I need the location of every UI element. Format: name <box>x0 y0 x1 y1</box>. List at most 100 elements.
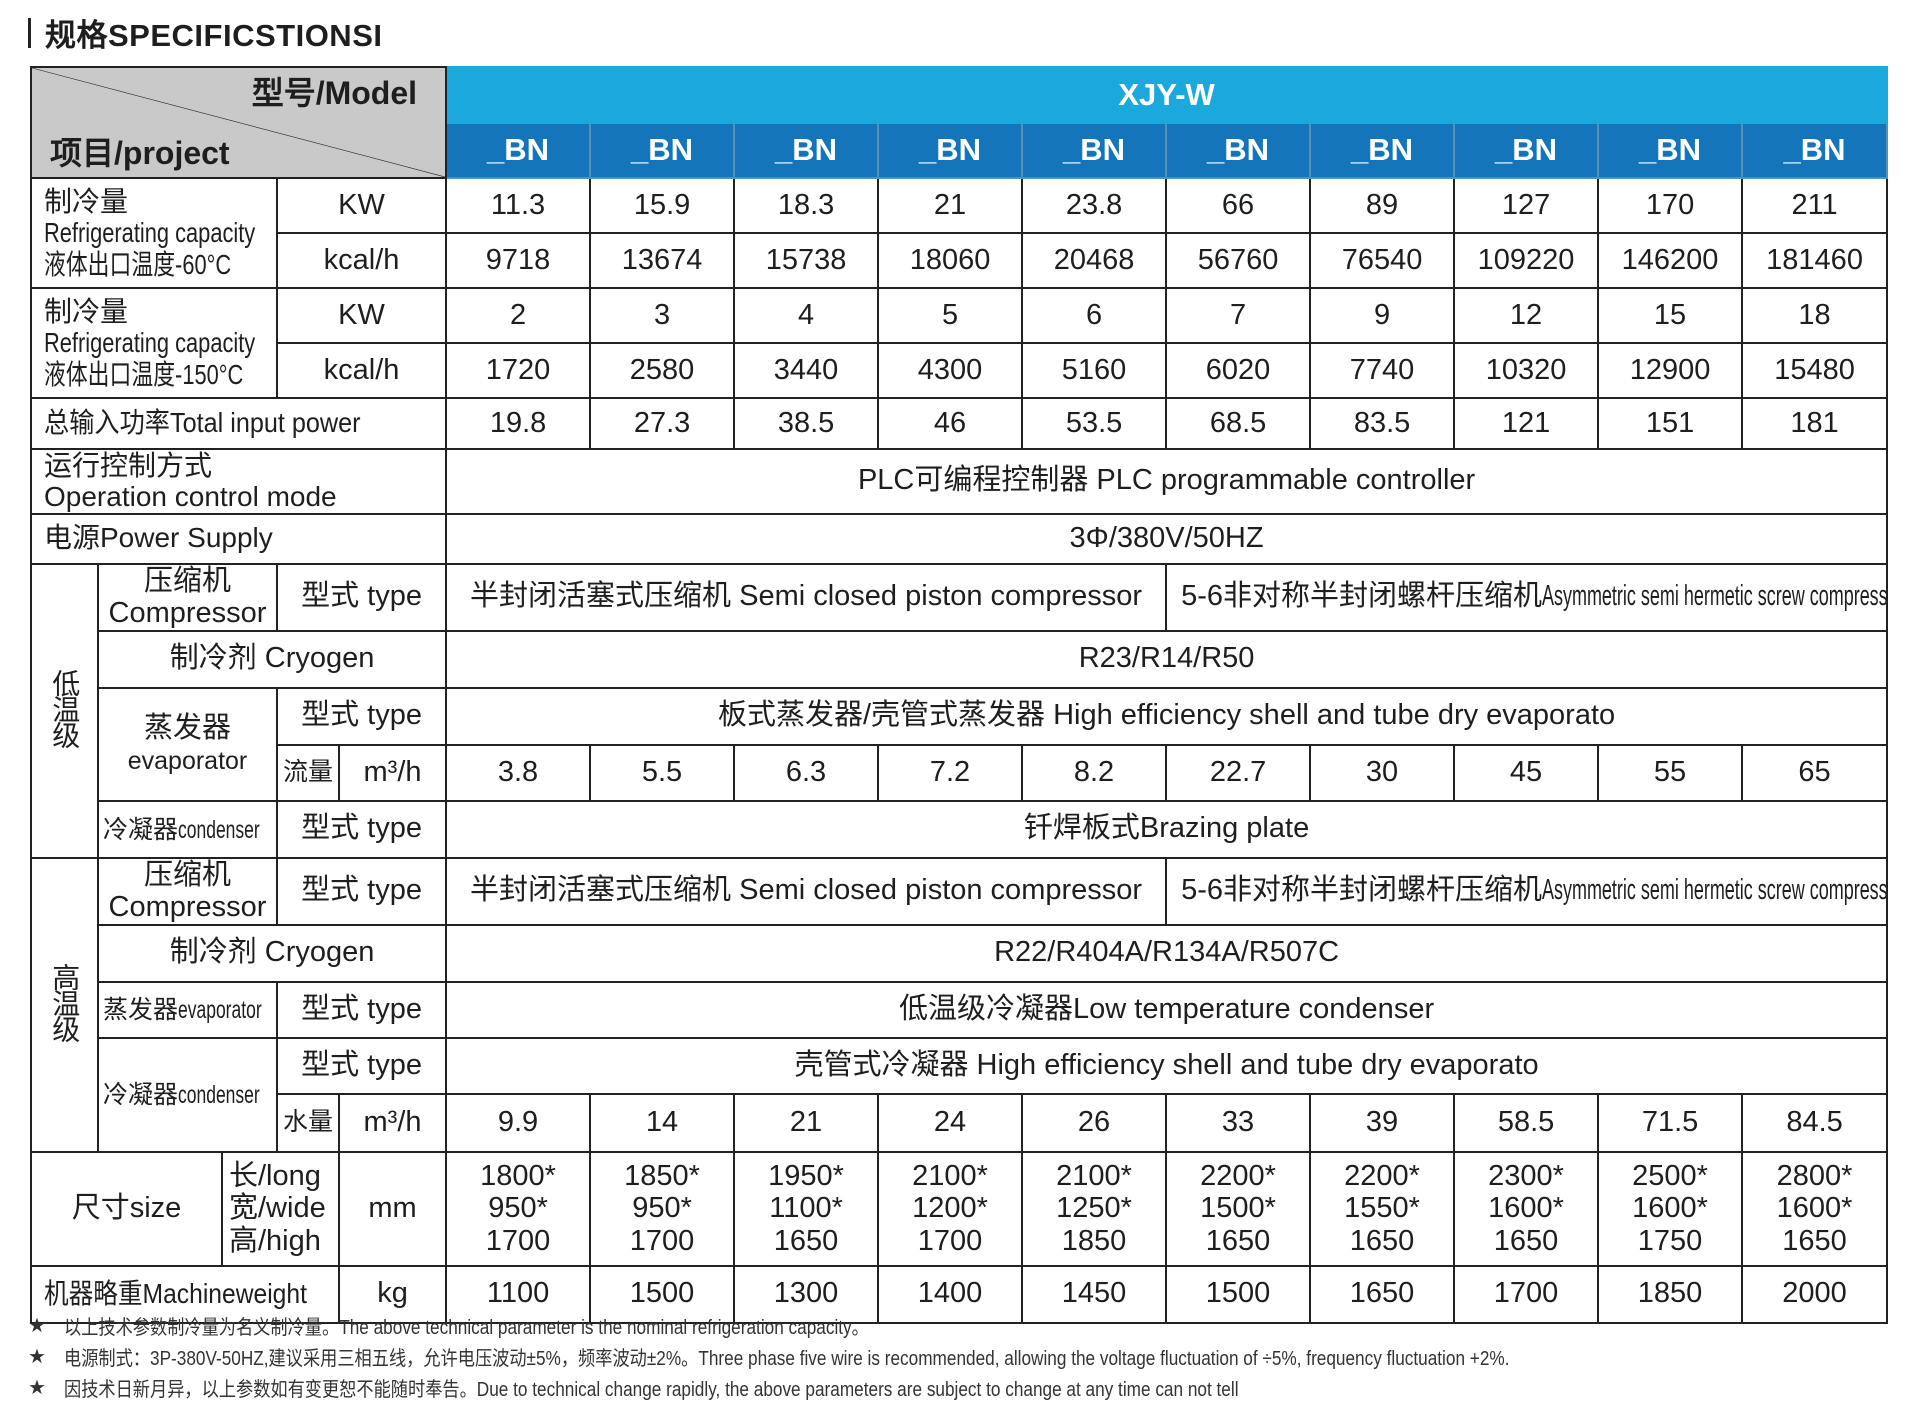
value-cell: 89 <box>1309 177 1456 234</box>
size-dimension: 2800* <box>1776 1159 1853 1192</box>
value-cell: 146200 <box>1597 232 1744 289</box>
low-compressor-label: 压缩机 Compressor <box>97 562 278 632</box>
type-label: 型式 type <box>275 686 448 746</box>
value-cell: 20468 <box>1021 232 1168 289</box>
high-label: 高/high <box>229 1224 321 1257</box>
value-cell: 9718 <box>445 232 592 289</box>
value-cell: 1300 <box>733 1264 880 1324</box>
value-cell: 1500 <box>589 1264 736 1324</box>
high-cond-row: 冷凝器condenser 型式 type 壳管式冷凝器 High efficie… <box>31 1036 1889 1153</box>
label-en: Asymmetric semi hermetic screw compresso… <box>1542 874 1888 907</box>
high-evap-row: 蒸发器evaporator 型式 type 低温级冷凝器Low temperat… <box>31 980 1889 1039</box>
value-cell: 84.5 <box>1741 1092 1889 1153</box>
value-cell: 6020 <box>1165 342 1312 399</box>
weight-unit: kg <box>337 1264 448 1324</box>
footnote-text: 因技术日新月异，以上参数如有变更恕不能随时奉告。Due to technical… <box>63 1379 1239 1401</box>
label-cn: 冷凝器 <box>103 815 179 844</box>
size-row: 尺寸size 长/long 宽/wide 高/high mm 1800* 950* 17… <box>30 1150 1889 1267</box>
value-cell: 4300 <box>877 342 1024 399</box>
value-cell: 5160 <box>1021 342 1168 399</box>
label-cn: 运行控制方式 <box>44 450 213 481</box>
size-dimension: 1650 <box>1349 1224 1415 1257</box>
value-cell: 1720 <box>445 342 592 399</box>
value-cell: 26 <box>1021 1092 1168 1153</box>
size-dimension: 1100* <box>769 1192 843 1225</box>
size-dimension: 2100* <box>912 1159 988 1192</box>
value-cell: 15.9 <box>589 177 736 234</box>
value-cell: 8.2 <box>1021 743 1168 802</box>
diagonal-line <box>32 68 445 177</box>
control-value: PLC可编程控制器 PLC programmable controller <box>445 448 1889 515</box>
cap60-label: 制冷量 Refrigerating capacity 液体出口温度-60°C <box>30 177 278 289</box>
value-cell: 127 <box>1453 177 1600 234</box>
value-cell: 12900 <box>1597 342 1744 399</box>
value-cell: 58.5 <box>1453 1092 1600 1153</box>
high-cryogen-value: R22/R404A/R134A/R507C <box>445 923 1889 983</box>
label-cn: 冷凝器 <box>103 1081 179 1110</box>
high-cond-type-value: 壳管式冷凝器 High efficiency shell and tube dr… <box>445 1036 1889 1095</box>
value-cell: 7.2 <box>877 743 1024 802</box>
value-cell: 24 <box>877 1092 1024 1153</box>
footnote-text: 电源制式：3P-380V-50HZ,建议采用三相五线，允许电压波动±5%，频率波… <box>63 1348 1510 1370</box>
model-header-cell: _BN <box>1597 122 1744 179</box>
size-cell: 2300* 1600* 1650 <box>1453 1150 1600 1267</box>
corner-cell: 型号/Model 项目/project <box>29 66 448 179</box>
value-cell: 27.3 <box>589 397 736 450</box>
label-en: condenser <box>178 1081 260 1110</box>
supply-label: 电源Power Supply <box>29 512 448 565</box>
label-en: evaporator <box>127 747 248 776</box>
size-label: 尺寸size <box>30 1150 223 1267</box>
size-cell: 2200* 1550* 1650 <box>1309 1150 1456 1267</box>
type-label: 型式 type <box>275 1036 448 1095</box>
value-cell: 1500 <box>1165 1264 1312 1324</box>
value-cell: 55 <box>1597 743 1744 802</box>
value-cell: 3.8 <box>445 743 592 802</box>
value-cell: 2580 <box>589 342 736 399</box>
high-evap-label: 蒸发器evaporator <box>97 980 278 1039</box>
size-dimension: 2100* <box>1056 1159 1132 1192</box>
model-header-label: 型号/Model <box>251 75 418 111</box>
label-en: Refrigerating capacity <box>44 327 256 359</box>
label-cn: 制冷量 <box>44 295 129 327</box>
value-cell: 68.5 <box>1165 397 1312 450</box>
value-cell: 3 <box>589 287 736 344</box>
size-cell: 1850* 950* 1700 <box>589 1150 736 1267</box>
model-row: _BN _BN _BN _BN _BN _BN _BN _BN _BN _BN <box>31 122 1889 179</box>
size-dimension: 1600* <box>1776 1192 1853 1225</box>
size-dimension: 1650 <box>1782 1224 1847 1257</box>
value-cell: 1850 <box>1597 1264 1744 1324</box>
model-header-cell: _BN <box>877 122 1024 179</box>
unit-kw: KW <box>275 287 448 344</box>
value-cell: 6 <box>1021 287 1168 344</box>
size-dimension: 1650 <box>1493 1224 1559 1257</box>
value-cell: 45 <box>1453 743 1600 802</box>
cap150-kcal-row: kcal/h 1720 2580 3440 4300 5160 6020 7740 10320… <box>31 342 1889 399</box>
page-title: 规格SPECIFICSTIONSI <box>28 10 382 55</box>
footnote-text: 以上技术参数制冷量为名义制冷量。The above technical para… <box>63 1317 869 1339</box>
low-cond-row: 冷凝器condenser 型式 type 钎焊板式Brazing plate <box>31 799 1889 859</box>
size-dims-label: 长/long 宽/wide 高/high <box>221 1150 340 1267</box>
water-label: 水量 <box>276 1092 340 1153</box>
value-cell: 15 <box>1597 287 1744 344</box>
model-header-cell: _BN <box>589 122 736 179</box>
value-cell: 21 <box>733 1092 880 1153</box>
value-cell: 22.7 <box>1165 743 1312 802</box>
size-dimension: 1650 <box>1205 1224 1271 1257</box>
value-cell: 46 <box>877 397 1024 450</box>
low-evap-label: 蒸发器 evaporator <box>97 686 278 802</box>
low-compressor-screw: 5-6非对称半封闭螺杆压缩机Asymmetric semi hermetic s… <box>1165 562 1889 632</box>
value-cell: 6.3 <box>733 743 880 802</box>
footnote: ★ 以上技术参数制冷量为名义制冷量。The above technical par… <box>28 1310 1745 1341</box>
value-cell: 1400 <box>877 1264 1024 1324</box>
low-evap-type-value: 板式蒸发器/壳管式蒸发器 High efficiency shell and t… <box>445 686 1889 746</box>
cap150-label: 制冷量 Refrigerating capacity 液体出口温度-150°C <box>30 287 278 399</box>
model-header-cell: _BN <box>445 122 592 179</box>
value-cell: 1450 <box>1021 1264 1168 1324</box>
value-cell: 18 <box>1741 287 1889 344</box>
value-cell: 211 <box>1741 177 1889 234</box>
value-cell: 5.5 <box>589 743 736 802</box>
footnote: ★ 电源制式：3P-380V-50HZ,建议采用三相五线，允许电压波动±5%，频率… <box>28 1341 1745 1372</box>
high-evap-type-value: 低温级冷凝器Low temperature condenser <box>445 980 1889 1039</box>
size-dimension: 1800* <box>480 1159 556 1192</box>
value-cell: 181 <box>1741 397 1889 450</box>
